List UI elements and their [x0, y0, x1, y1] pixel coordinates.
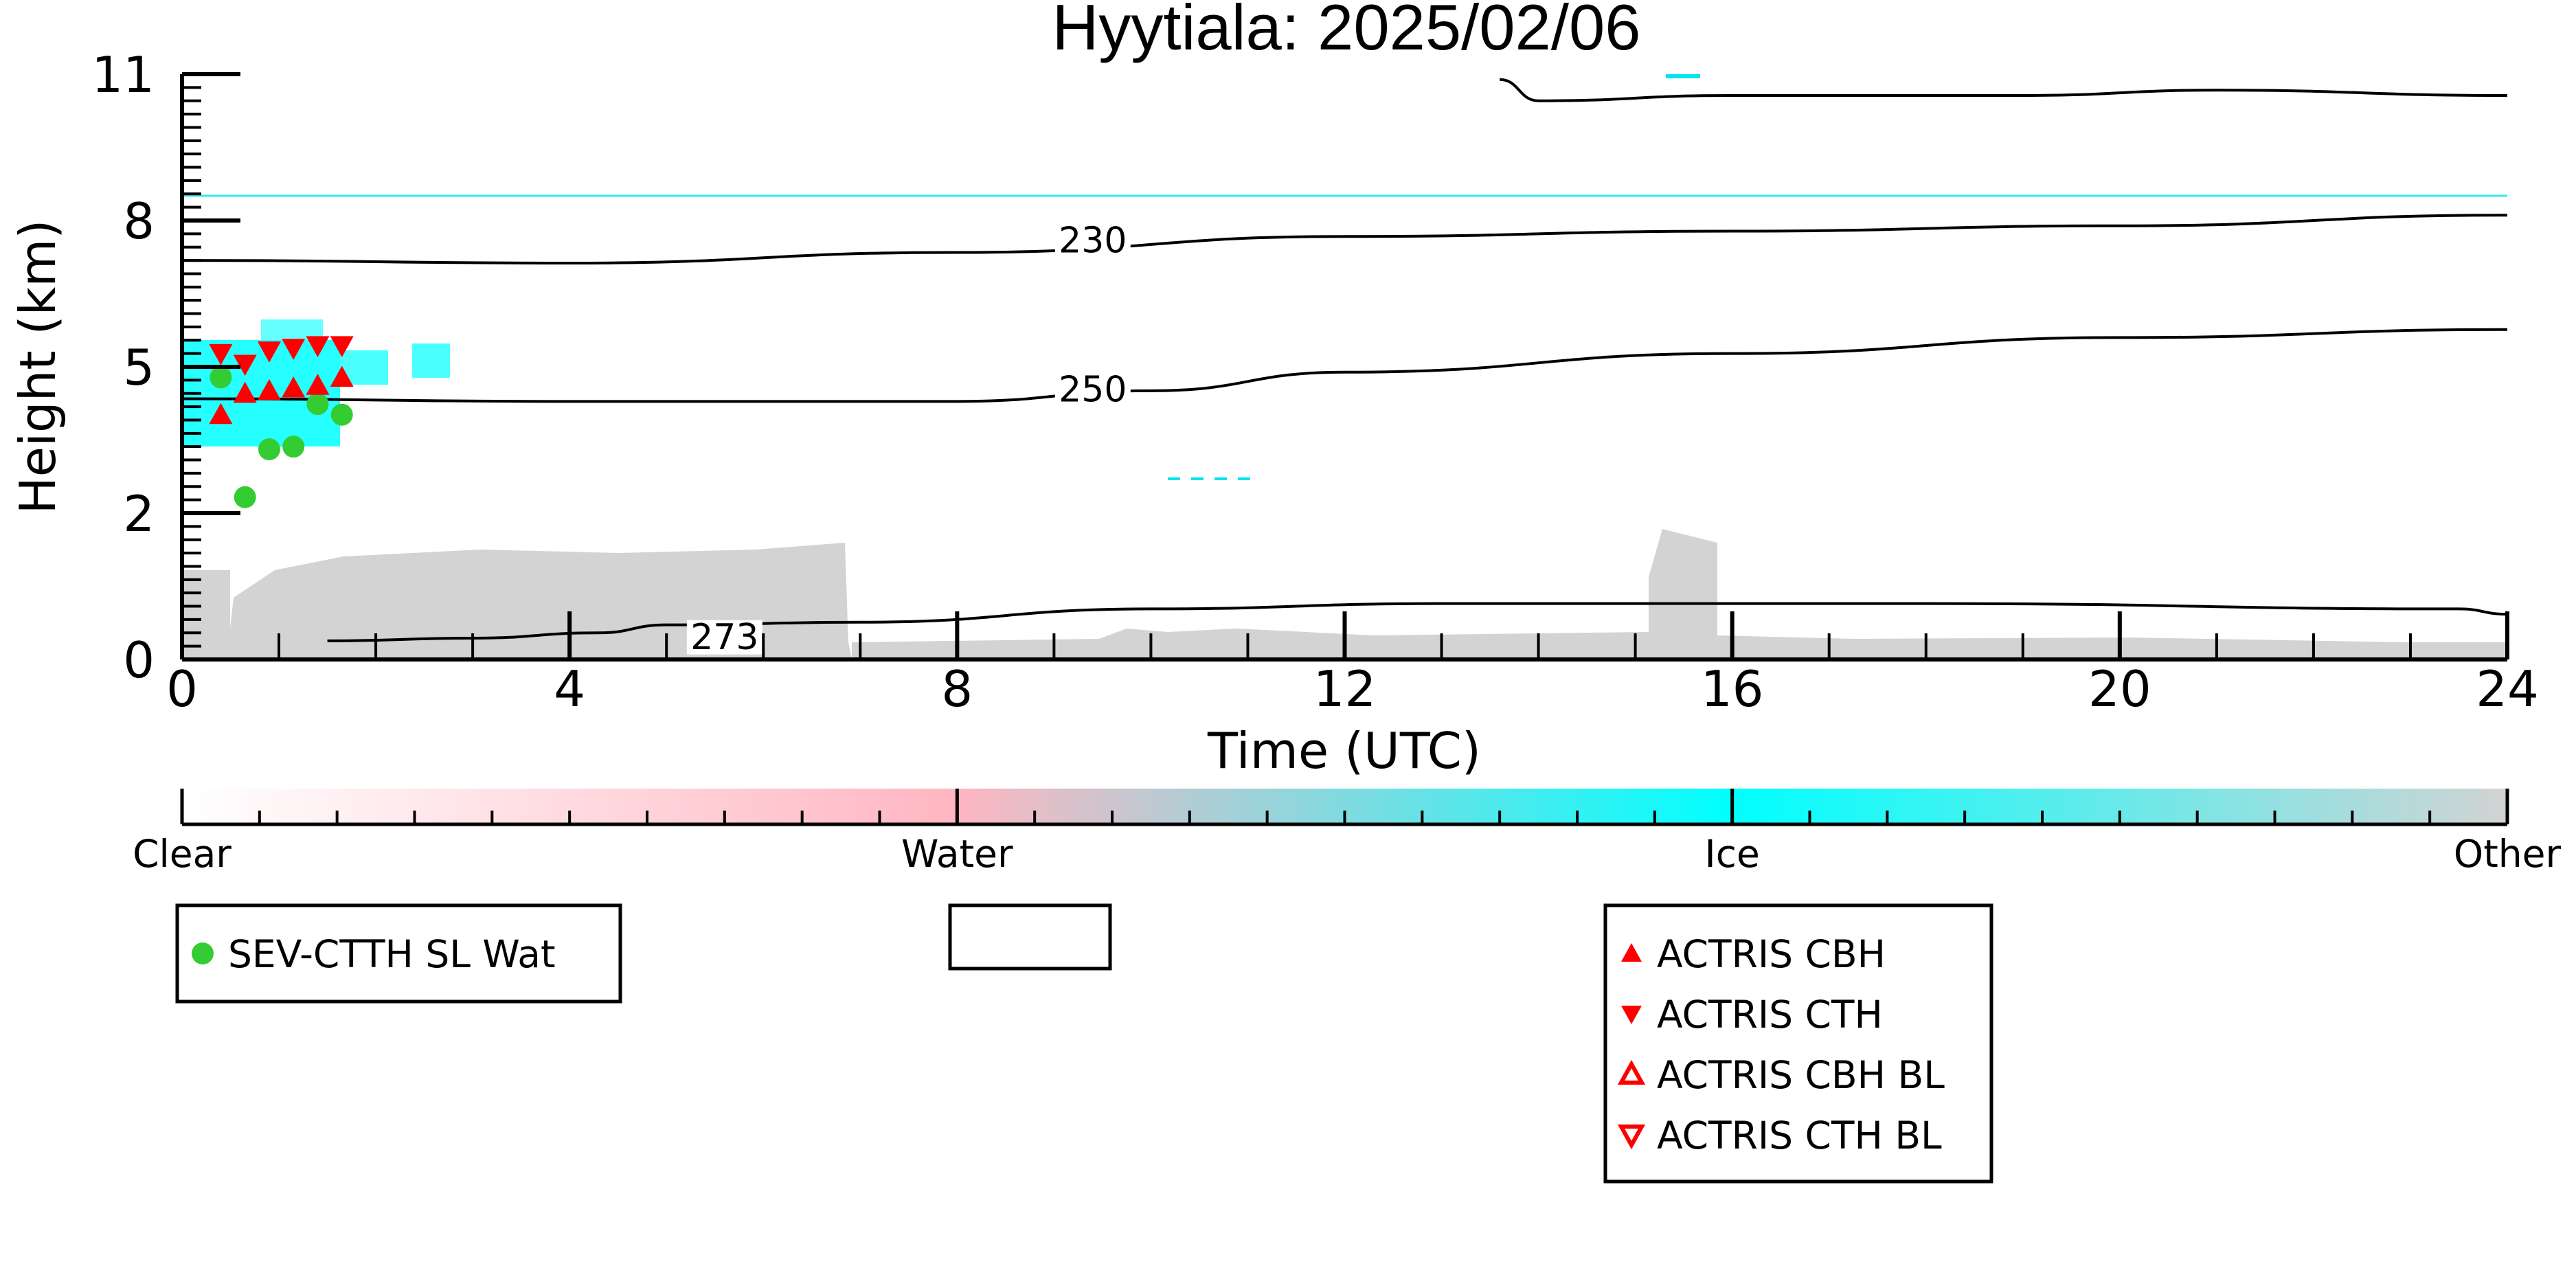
- marker-actris-cth: [306, 336, 330, 358]
- contour-line: [327, 602, 2508, 642]
- legend-middle-box: [948, 903, 1112, 971]
- contour-label: 273: [690, 617, 758, 658]
- contour-line: [181, 214, 2508, 264]
- ice-cloud-patches: [182, 74, 2507, 480]
- y-axis-ticks: 0 2 5 8 11: [91, 46, 240, 689]
- legend-entry: SEV-CTTH SL Wat: [228, 932, 556, 976]
- legend-entry: ACTRIS CTH BL: [1657, 1114, 1942, 1157]
- marker-actris-cbh: [306, 374, 330, 395]
- x-tick-label: 24: [2476, 660, 2539, 718]
- legend-right-box: [1603, 903, 1993, 1184]
- marker-sev-ctth-sl-wat: [330, 403, 353, 426]
- colorbar-label: Water: [901, 832, 1013, 876]
- colorbar-labels: Clear Water Ice Other: [133, 832, 2561, 876]
- marker-sev-ctth-sl-wat: [234, 486, 256, 508]
- x-tick-label: 12: [1313, 660, 1377, 718]
- chart-title: Hyytiala: 2025/02/06: [1052, 0, 1640, 63]
- marker-actris-cth: [233, 354, 257, 376]
- colorbar-label: Clear: [133, 832, 231, 876]
- x-tick-label: 8: [941, 660, 973, 718]
- legend-marker: [1617, 1125, 1646, 1150]
- x-tick-label: 20: [2088, 660, 2151, 718]
- y-tick-label: 8: [123, 192, 155, 250]
- contour-label-bg: [686, 620, 762, 655]
- x-axis-label: Time (UTC): [1207, 722, 1481, 780]
- marker-sev-ctth-sl-wat: [306, 393, 329, 416]
- y-tick-label: 0: [123, 631, 155, 689]
- marker-sev-ctth-sl-wat: [210, 366, 232, 389]
- legend-left-box: [175, 903, 622, 1004]
- x-tick-label: 16: [1701, 660, 1764, 718]
- contour-line: [181, 328, 2508, 403]
- legend-marker: [1617, 1059, 1646, 1085]
- marker-actris-cbh: [209, 403, 233, 425]
- colorbar-label: Other: [2454, 832, 2562, 876]
- data-markers: [209, 336, 354, 508]
- temperature-contours: [181, 78, 2508, 642]
- y-tick-label: 11: [91, 46, 155, 104]
- legend-entry: ACTRIS CBH: [1657, 932, 1886, 976]
- legend-left: SEV-CTTH SL Wat: [175, 903, 622, 1004]
- marker-actris-cbh: [330, 365, 354, 387]
- y-axis-label: Height (km): [9, 220, 67, 515]
- contour-labels: 230 250 273: [686, 221, 1131, 658]
- legend-marker: [192, 942, 214, 964]
- legend-entry: ACTRIS CBH BL: [1657, 1053, 1945, 1097]
- legend-entry: ACTRIS CTH: [1657, 993, 1883, 1037]
- colorbar-ticks: [180, 789, 2509, 824]
- contour-line: [1500, 78, 2508, 102]
- contour-label-bg: [1054, 223, 1131, 258]
- marker-actris-cbh: [257, 379, 281, 400]
- contour-label-bg: [1054, 372, 1131, 407]
- marker-actris-cth: [330, 336, 354, 358]
- x-tick-label: 0: [166, 660, 198, 718]
- x-axis-ticks: 0 4 8 12 16 20 24: [166, 611, 2539, 718]
- marker-actris-cth: [209, 344, 233, 365]
- marker-actris-cth: [282, 339, 306, 360]
- marker-sev-ctth-sl-wat: [258, 438, 280, 461]
- marker-actris-cbh: [233, 381, 257, 403]
- marker-actris-cbh: [282, 376, 306, 398]
- x-tick-label: 4: [554, 660, 585, 718]
- contour-label: 230: [1059, 221, 1127, 262]
- legend-right: ACTRIS CBH ACTRIS CTH ACTRIS CBH BL ACTRIS …: [1603, 903, 1993, 1184]
- marker-actris-cth: [257, 341, 281, 363]
- legend-marker: [1621, 943, 1642, 962]
- legend-marker: [1621, 1006, 1642, 1024]
- colorbar-label: Ice: [1705, 832, 1760, 876]
- legend-middle: [948, 903, 1112, 971]
- marker-sev-ctth-sl-wat: [282, 436, 305, 458]
- colorbar: Clear Water Ice Other: [133, 789, 2561, 876]
- y-tick-label: 5: [123, 339, 155, 396]
- contour-label: 250: [1059, 370, 1127, 411]
- y-tick-label: 2: [123, 485, 155, 543]
